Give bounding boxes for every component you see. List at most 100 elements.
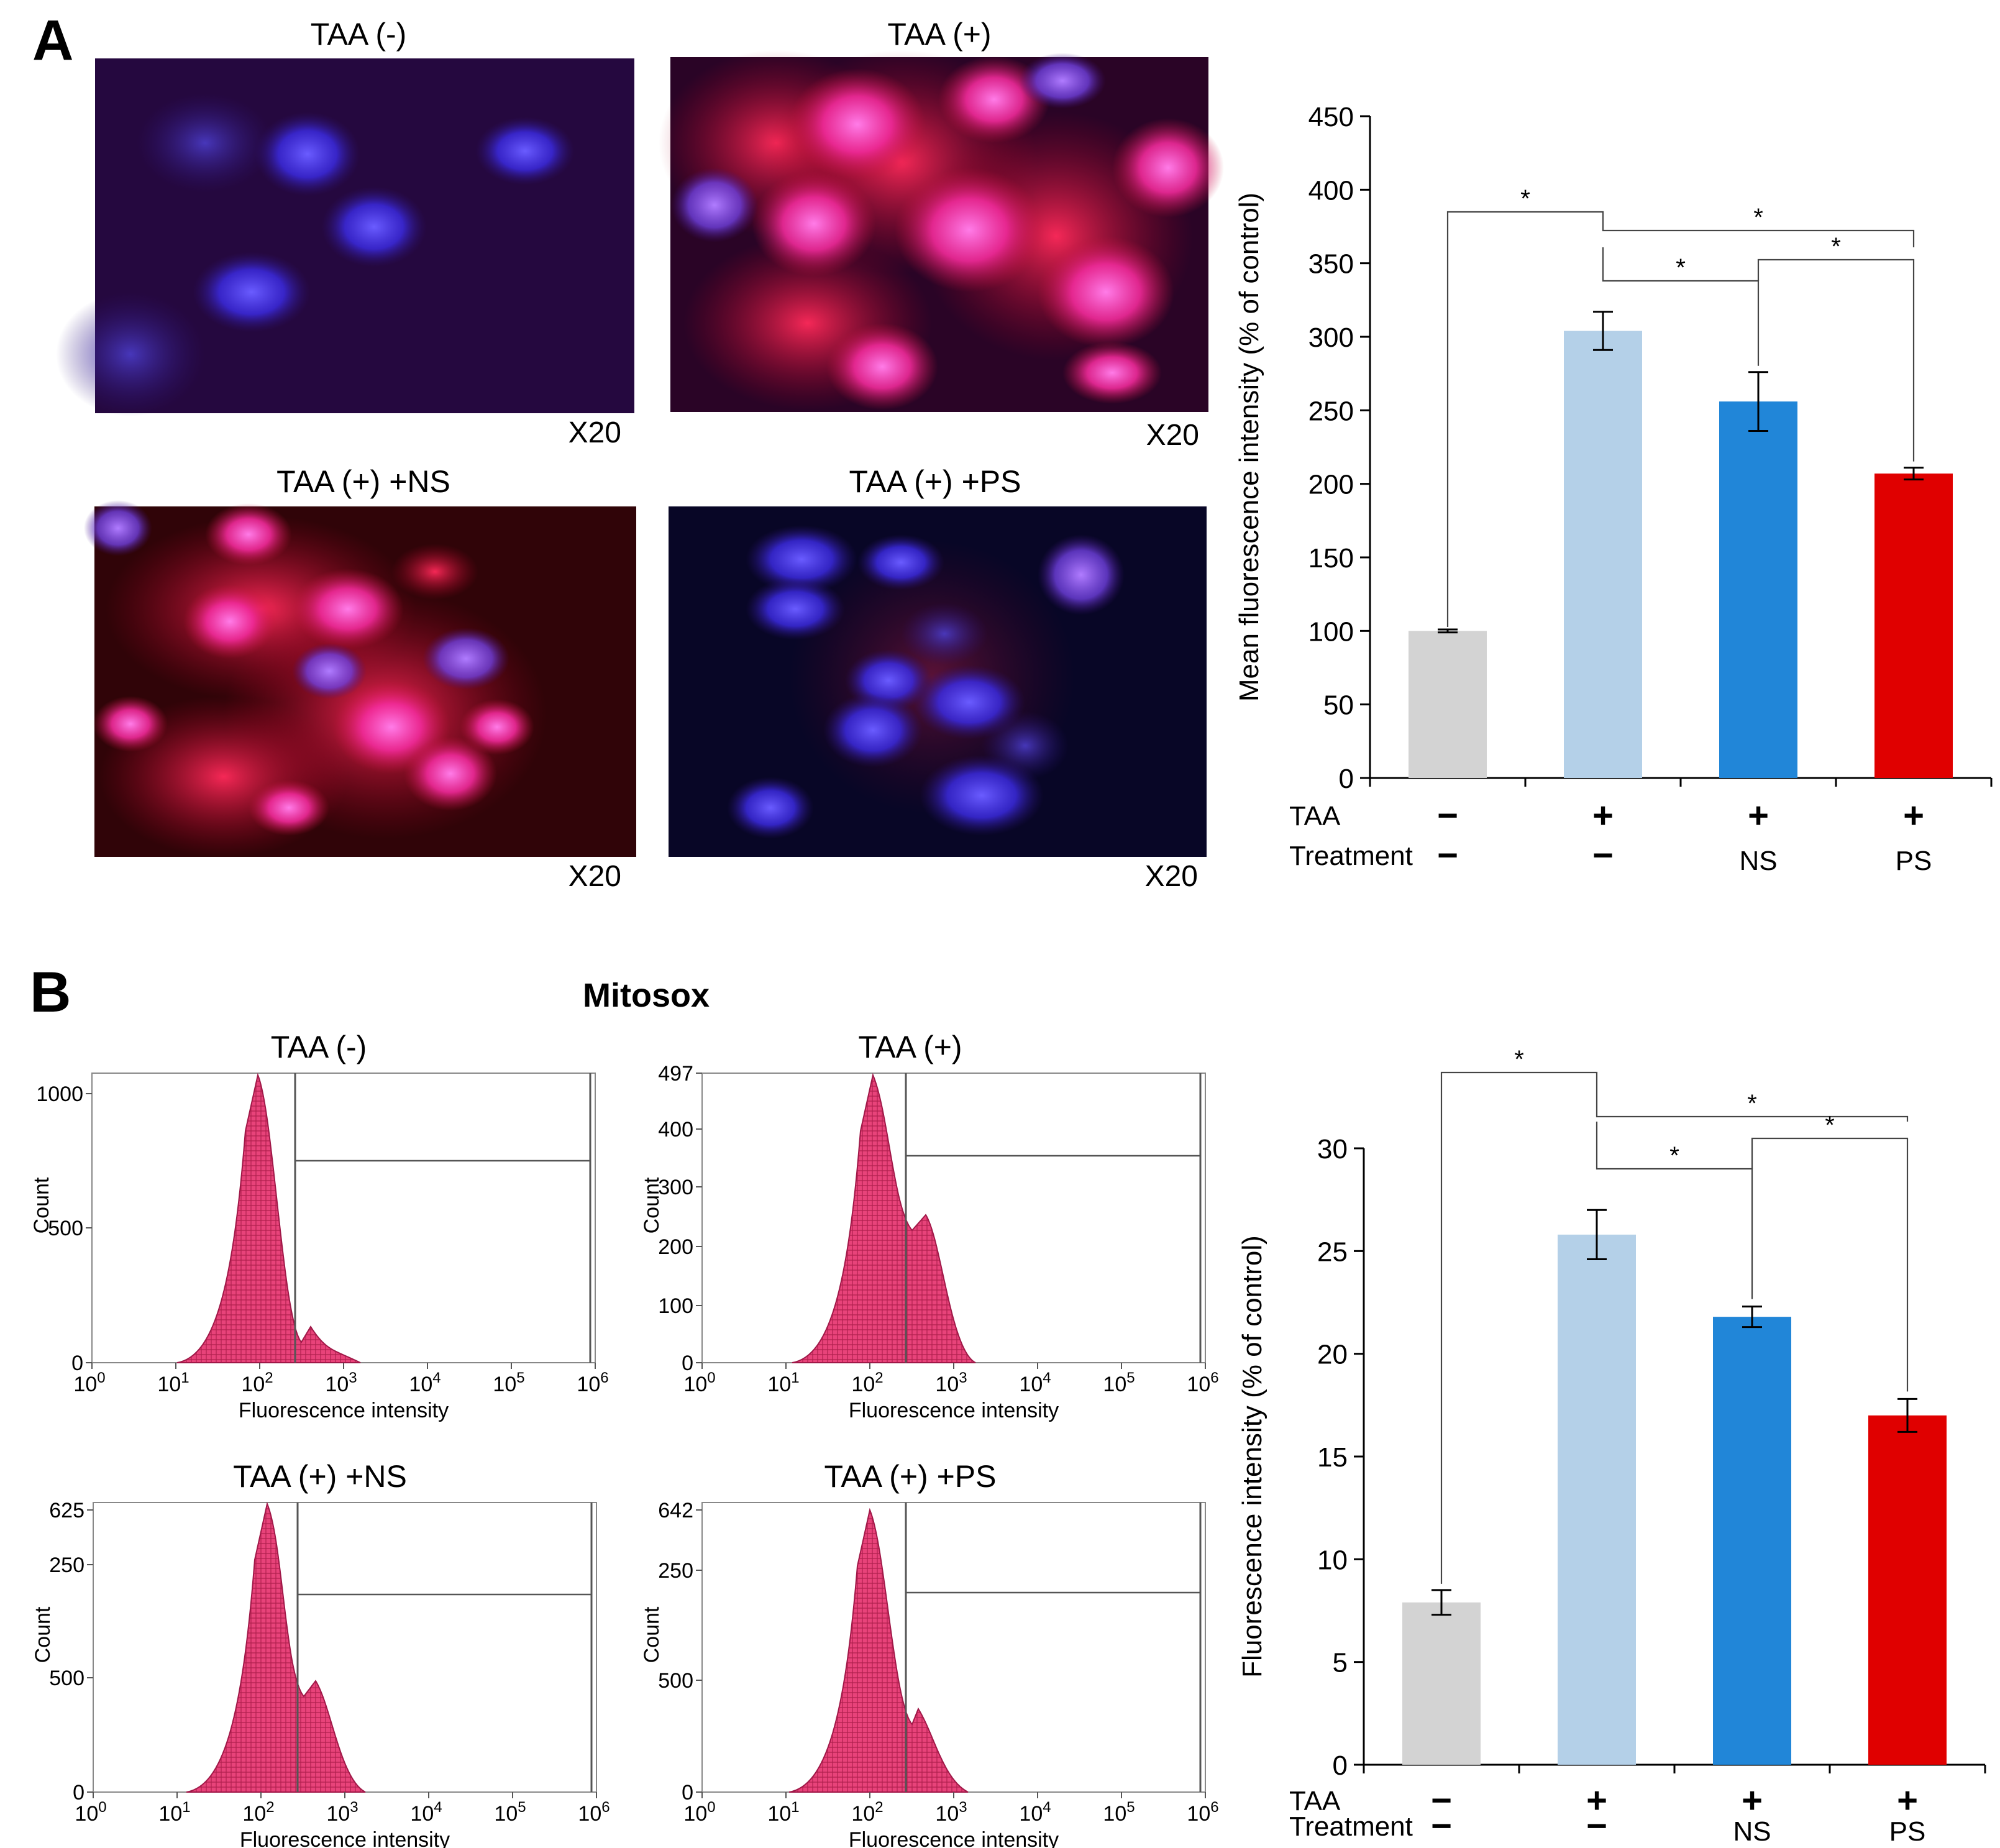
y-axis-label: Count [640,1177,664,1233]
x-tick-exponent: 4 [1043,1799,1051,1816]
bar [1402,1602,1481,1765]
bar [1564,331,1642,778]
y-tick-label: 250 [49,1553,84,1577]
bar [1719,401,1797,778]
y-tick-label: 250 [658,1559,693,1583]
row-label-taa: TAA [1289,1786,1341,1816]
y-axis-label: Fluorescence intensity (% of control) [1237,1235,1267,1678]
histogram-title: TAA (+) [858,1030,962,1064]
significance-bracket [1751,1137,1909,1392]
row-label-taa: TAA [1289,801,1341,831]
micrograph-taa-pos-ps: TAA (+) +PS X20 [669,464,1207,893]
bar [1558,1234,1636,1765]
x-tick-label: 100 [683,1799,715,1826]
x-tick-exponent: 4 [1043,1370,1051,1386]
treatment-label: − [1592,835,1614,876]
x-tick-exponent: 3 [959,1370,967,1386]
x-tick-exponent: 5 [516,1370,524,1386]
x-tick-exponent: 5 [1126,1799,1135,1816]
x-tick-exponent: 5 [1126,1370,1135,1386]
y-tick-label: 200 [1308,470,1354,500]
x-tick-label: 102 [241,1370,273,1396]
x-axis-label: Fluorescence intensity [239,1399,449,1422]
x-tick-exponent: 0 [707,1370,715,1386]
significance-bracket [1757,258,1915,462]
significance-star: * [1753,204,1763,231]
x-tick-label: 101 [158,1799,190,1826]
x-tick-label: 102 [242,1799,274,1826]
magnification-label: X20 [568,860,621,893]
histogram-frame [93,1502,597,1793]
x-tick-label: 102 [851,1370,883,1396]
y-tick-label: 5 [1333,1648,1348,1678]
micrograph-taa-neg: TAA (-) X20 [56,17,634,449]
y-axis-label: Count [30,1177,53,1233]
magnification-label: X20 [568,416,621,449]
x-tick-label: 105 [494,1799,526,1826]
x-tick-exponent: 2 [266,1799,274,1816]
y-tick-label: 25 [1317,1237,1348,1267]
x-tick-exponent: 0 [707,1799,715,1816]
y-tick-label: 50 [1323,690,1354,721]
x-tick-label: 106 [578,1799,610,1826]
y-tick-label: 500 [49,1667,84,1690]
micrograph-taa-pos-ns: TAA (+) +NS X20 [84,464,636,893]
y-tick-label: 400 [1308,175,1354,206]
x-tick-exponent: 1 [791,1799,799,1816]
y-tick-label: 400 [658,1118,693,1141]
treatment-label: − [1431,1806,1452,1846]
x-tick-label: 102 [851,1799,883,1826]
x-tick-exponent: 1 [182,1799,190,1816]
y-tick-label: 150 [1308,543,1354,574]
significance-star: * [1520,185,1530,213]
x-tick-exponent: 3 [959,1799,967,1816]
x-tick-exponent: 6 [1210,1370,1218,1386]
x-tick-exponent: 5 [518,1799,526,1816]
x-tick-exponent: 2 [875,1799,883,1816]
y-tick-label: 200 [658,1235,693,1259]
x-tick-label: 106 [1187,1799,1218,1826]
x-tick-exponent: 1 [791,1370,799,1386]
histogram-title: TAA (+) +PS [824,1459,997,1494]
histogram-title: TAA (+) +NS [233,1459,407,1494]
x-tick-exponent: 4 [434,1799,442,1816]
micrograph-title: TAA (+) [887,17,991,52]
x-tick-label: 100 [75,1799,106,1826]
histogram-distribution [788,1507,969,1793]
histogram-distribution [186,1501,366,1793]
x-tick-label: 105 [493,1370,524,1396]
histogram-frame [91,1073,596,1363]
x-tick-label: 106 [577,1370,608,1396]
x-tick-label: 104 [409,1370,441,1396]
y-tick-label: 10 [1317,1545,1348,1575]
y-tick-label: 0 [73,1781,84,1805]
y-tick-label: 0 [71,1352,83,1375]
y-tick-label: 642 [658,1499,693,1522]
y-tick-label: 450 [1308,102,1354,132]
y-axis-label: Count [640,1606,664,1663]
panel-a-letter: A [32,9,73,72]
y-axis-label: Mean fluorescence intensity (% of contro… [1234,193,1264,702]
panel-b-letter: B [30,961,71,1024]
significance-bracket [1596,1122,1753,1299]
y-tick-label: 350 [1308,249,1354,280]
row-label-treatment: Treatment [1289,1811,1413,1842]
taa-sign: + [1586,1780,1607,1821]
x-axis-label: Fluorescence intensity [240,1828,450,1848]
significance-star: * [1831,233,1841,260]
treatment-label: − [1586,1806,1607,1846]
taa-sign: + [1903,795,1924,836]
x-tick-exponent: 1 [181,1370,189,1386]
bar [1713,1317,1791,1765]
y-tick-label: 500 [48,1217,83,1240]
x-axis-label: Fluorescence intensity [849,1828,1059,1848]
x-axis-label: Fluorescence intensity [849,1399,1059,1422]
x-tick-exponent: 3 [350,1799,358,1816]
magnification-label: X20 [1145,860,1198,893]
x-tick-label: 100 [683,1370,715,1396]
taa-sign: + [1742,1780,1763,1821]
micrograph-title: TAA (+) +PS [849,464,1021,499]
